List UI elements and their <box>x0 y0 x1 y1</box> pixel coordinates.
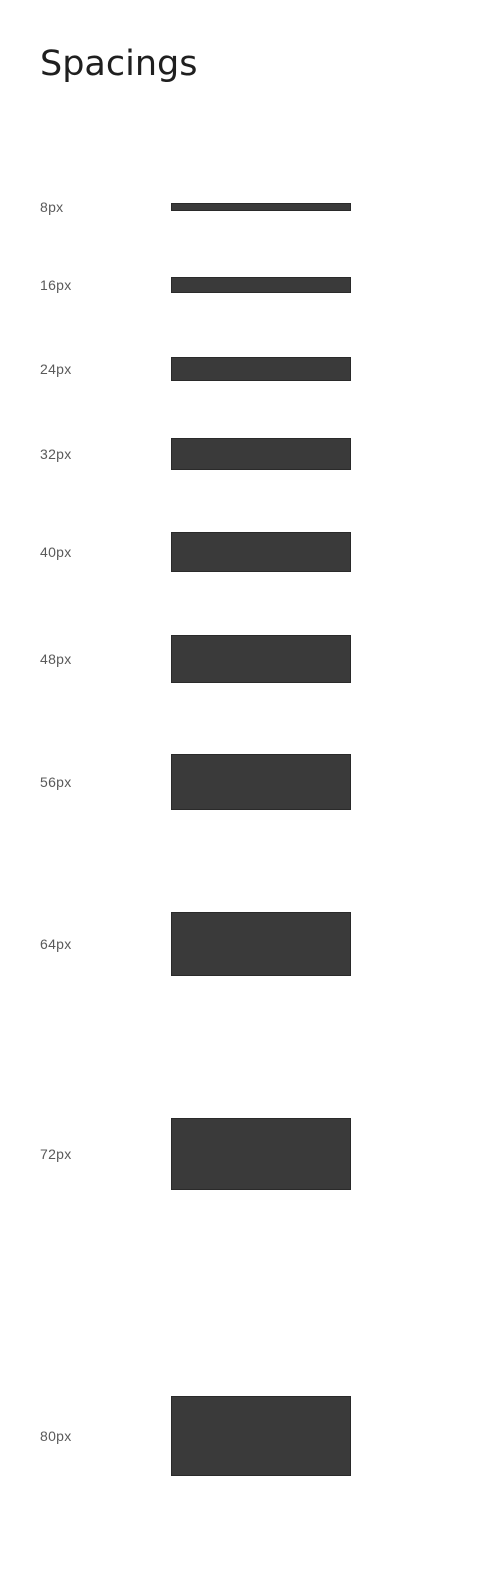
spacing-swatch <box>171 357 351 381</box>
spacing-label: 24px <box>40 361 72 377</box>
spacing-label: 48px <box>40 651 72 667</box>
spacing-label: 40px <box>40 544 72 560</box>
spacing-row-56: 56px <box>0 754 480 810</box>
spacing-row-72: 72px <box>0 1118 480 1190</box>
spacing-row-16: 16px <box>0 277 480 293</box>
spacing-row-8: 8px <box>0 199 480 215</box>
spacing-label: 72px <box>40 1146 72 1162</box>
spacing-row-32: 32px <box>0 438 480 470</box>
spacing-label: 56px <box>40 774 72 790</box>
spacing-swatch <box>171 754 351 810</box>
page-title: Spacings <box>40 44 198 84</box>
spacing-swatch <box>171 277 351 293</box>
spacing-swatch <box>171 635 351 683</box>
spacing-row-64: 64px <box>0 912 480 976</box>
spacing-swatch <box>171 532 351 572</box>
spacing-swatch <box>171 203 351 211</box>
spacing-row-24: 24px <box>0 357 480 381</box>
spacing-label: 64px <box>40 936 72 952</box>
spacing-label: 32px <box>40 446 72 462</box>
spacing-swatch <box>171 1396 351 1476</box>
spacing-swatch <box>171 1118 351 1190</box>
spacing-label: 16px <box>40 277 72 293</box>
spacing-label: 8px <box>40 199 64 215</box>
spacing-label: 80px <box>40 1428 72 1444</box>
spacing-row-40: 40px <box>0 532 480 572</box>
spacing-swatch <box>171 438 351 470</box>
spacing-swatch <box>171 912 351 976</box>
spacing-row-80: 80px <box>0 1396 480 1476</box>
spacing-row-48: 48px <box>0 635 480 683</box>
